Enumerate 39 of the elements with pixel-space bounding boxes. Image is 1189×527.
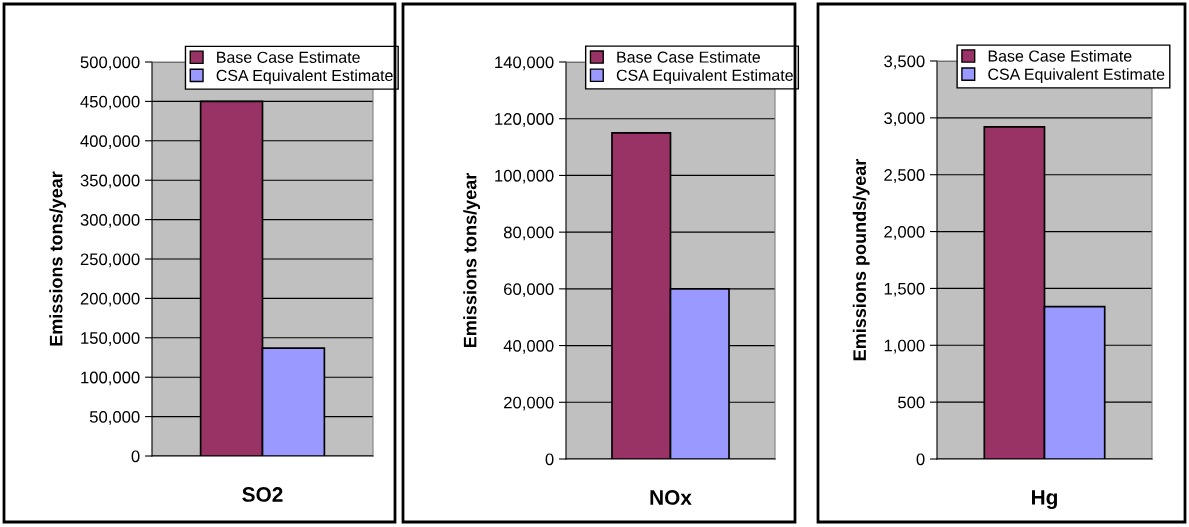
y-tick-label: 50,000 xyxy=(89,411,140,425)
y-tick-label: 2,500 xyxy=(884,169,925,183)
y-tick-label: 400,000 xyxy=(80,135,140,149)
legend-label: Base Case Estimate xyxy=(617,51,761,63)
y-tick-label: 500,000 xyxy=(80,56,140,71)
y-tick-label: 500 xyxy=(898,396,925,409)
y-tick-label: 20,000 xyxy=(504,396,554,411)
y-tick-label: 1,500 xyxy=(884,282,925,297)
x-tick-label: SO2 xyxy=(242,487,283,502)
x-tick-label: Hg xyxy=(1032,490,1057,509)
legend-label: CSA Equivalent Estimate xyxy=(616,69,793,85)
y-tick-label: 100,000 xyxy=(81,371,140,386)
y-tick-label: 350,000 xyxy=(80,174,140,189)
y-axis-title: Emissions pounds/year xyxy=(852,158,870,361)
y-tick-label: 2,000 xyxy=(884,225,925,240)
y-tick-label: 1,000 xyxy=(884,339,925,354)
y-tick-label: 0 xyxy=(131,450,140,463)
y-tick-label: 40,000 xyxy=(503,339,554,354)
y-tick-label: 3,500 xyxy=(884,55,925,70)
y-tick-label: 3,000 xyxy=(884,112,925,127)
legend-label: Base Case Estimate xyxy=(988,49,1132,62)
y-tick-label: 0 xyxy=(545,453,554,466)
legend-label: Base Case Estimate xyxy=(217,51,360,63)
y-tick-label: 250,000 xyxy=(80,253,140,268)
y-tick-label: 300,000 xyxy=(80,214,140,228)
legend-label: CSA Equivalent Estimate xyxy=(216,69,393,85)
y-tick-label: 150,000 xyxy=(81,332,140,346)
y-tick-label: 100,000 xyxy=(495,169,554,184)
y-tick-label: 120,000 xyxy=(495,113,554,127)
x-tick-label: NOx xyxy=(650,490,692,505)
y-tick-label: 80,000 xyxy=(503,226,554,241)
y-tick-label: 200,000 xyxy=(80,292,140,307)
y-tick-label: 450,000 xyxy=(80,95,140,110)
y-axis-title: Emissions tons/year xyxy=(49,171,67,346)
y-tick-label: 0 xyxy=(916,453,925,466)
y-axis-title: Emissions tons/year xyxy=(463,172,481,348)
y-tick-label: 140,000 xyxy=(495,56,554,71)
legend-label: CSA Equivalent Estimate xyxy=(988,68,1165,84)
y-tick-label: 60,000 xyxy=(504,283,554,298)
